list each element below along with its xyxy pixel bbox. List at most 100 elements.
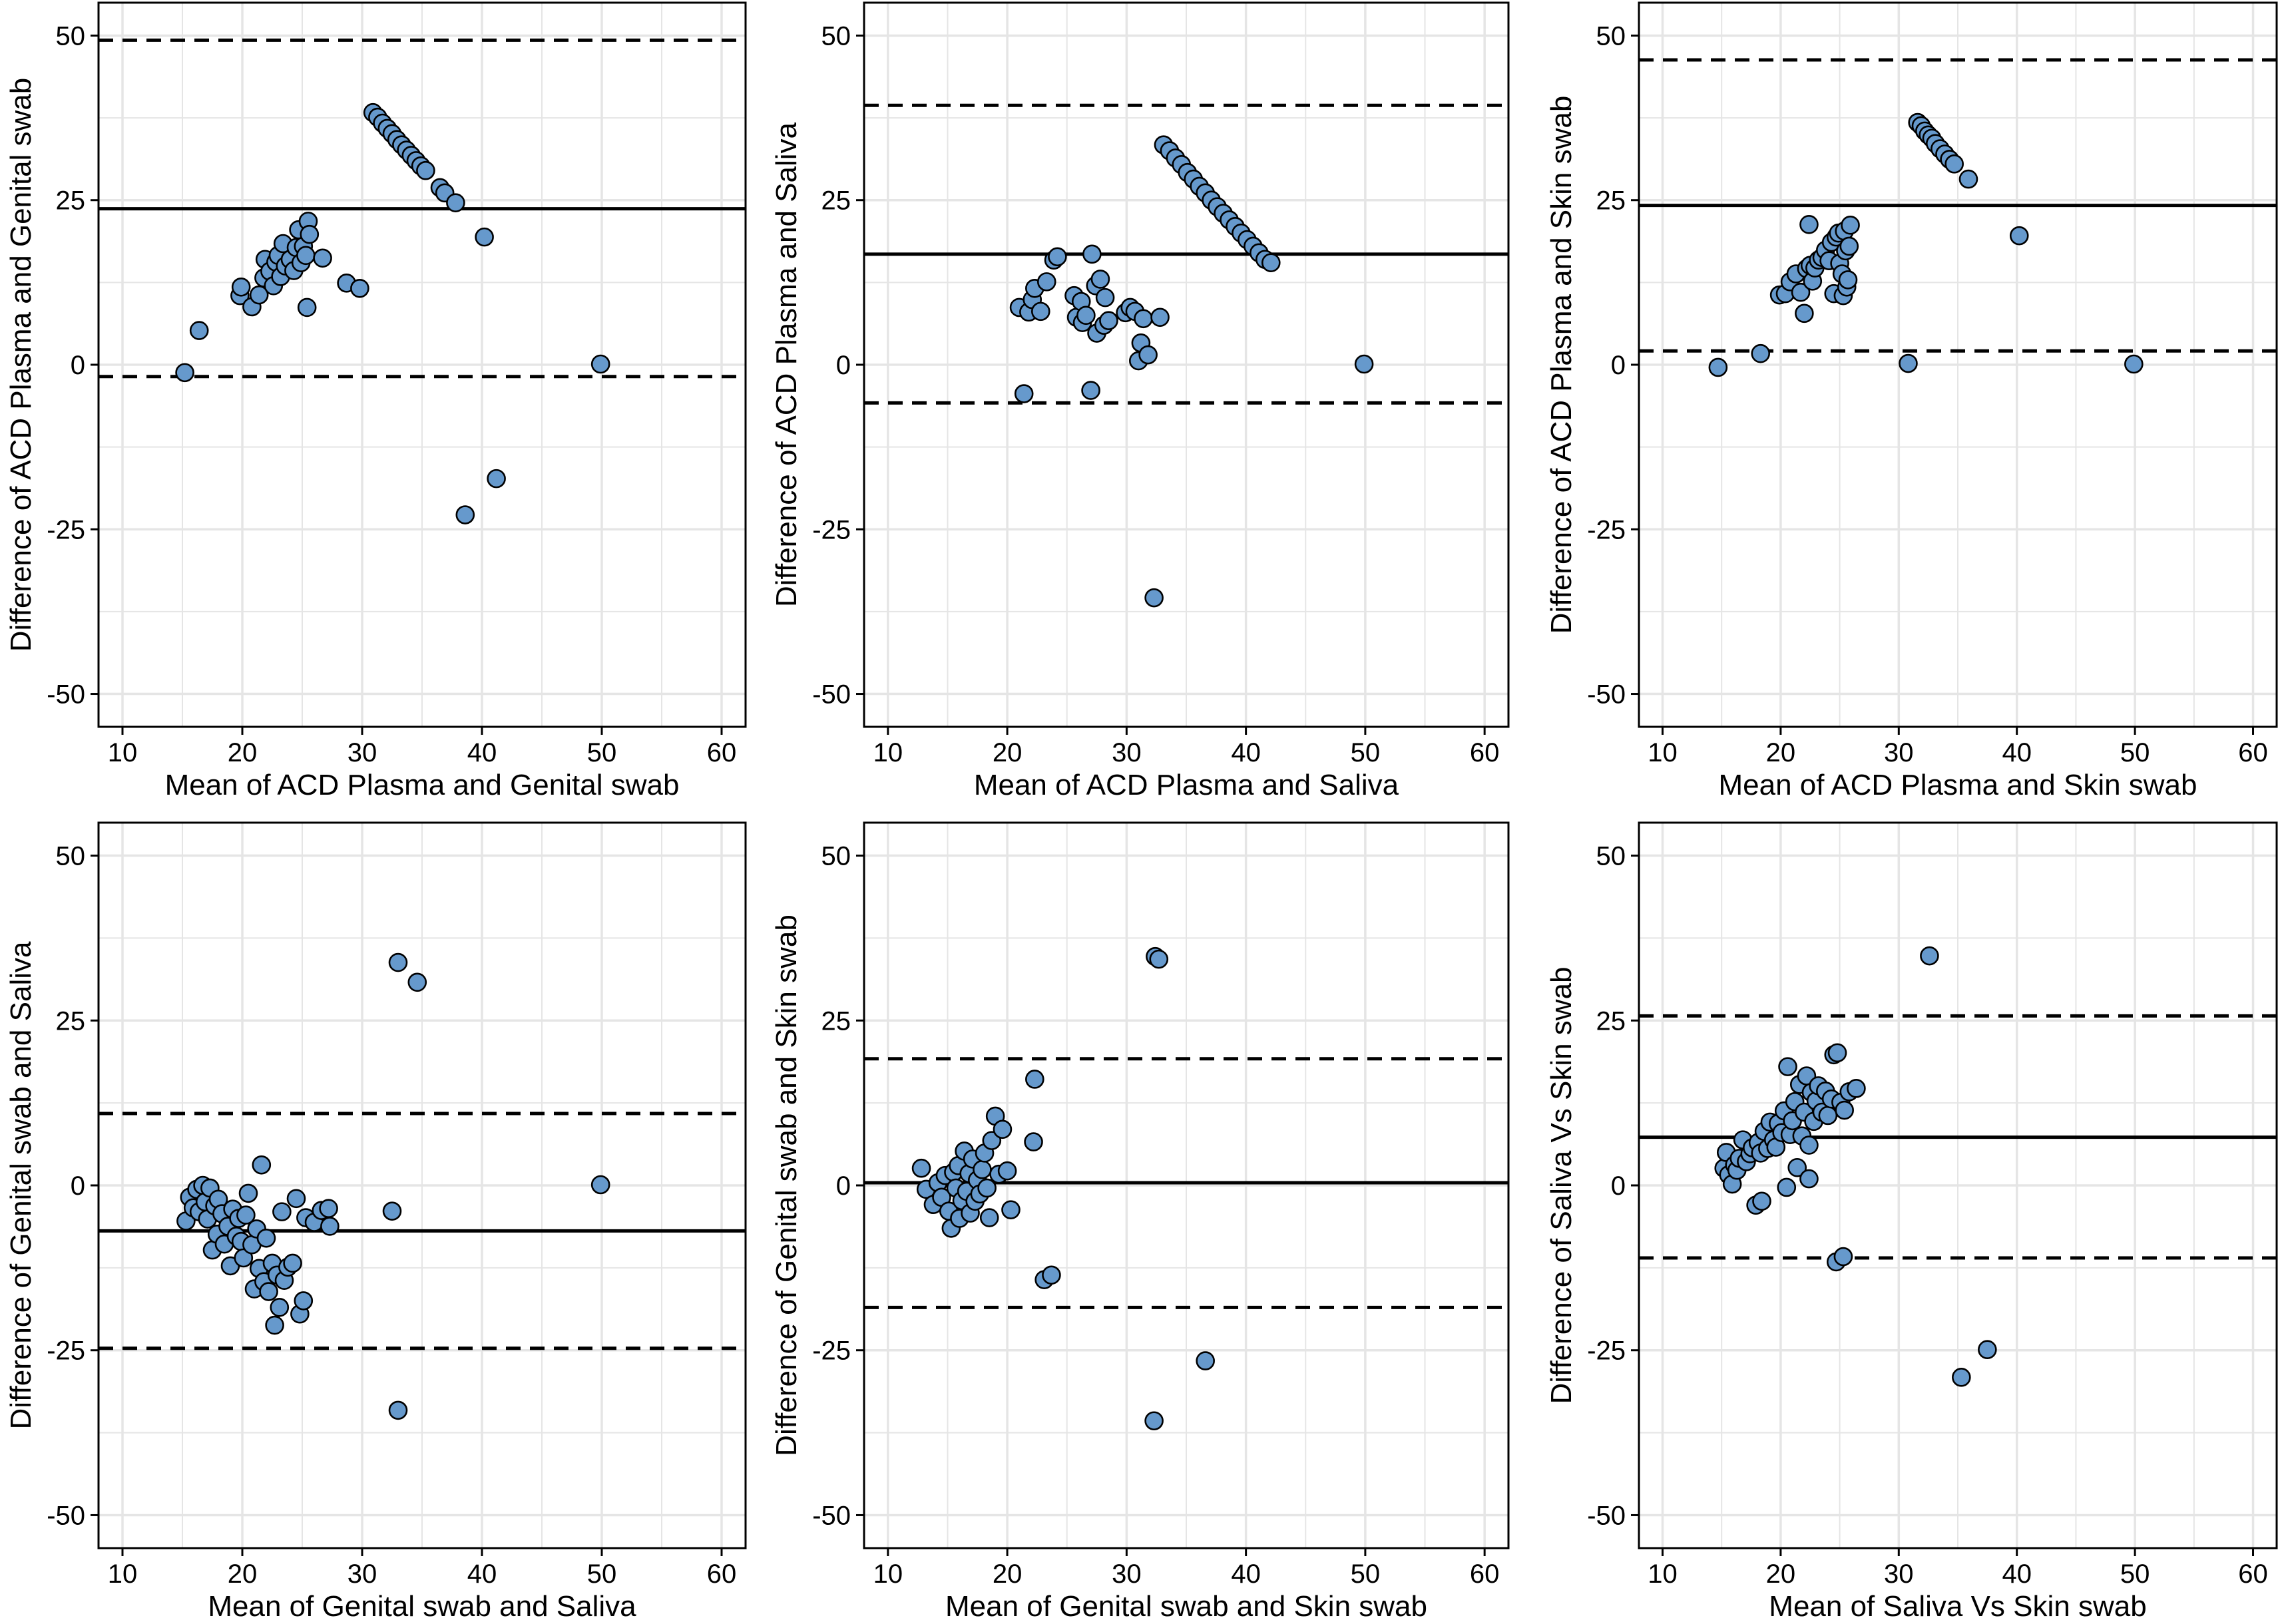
y-tick-label: -50 xyxy=(1587,680,1626,710)
data-point xyxy=(1076,305,1096,325)
x-tick-label: 30 xyxy=(1112,1559,1142,1589)
y-axis-label: Difference of ACD Plasma and Genital swa… xyxy=(5,78,37,652)
y-tick-label: 0 xyxy=(71,1171,85,1201)
data-point xyxy=(1847,1079,1866,1098)
y-tick-label: -25 xyxy=(812,1336,851,1366)
data-point xyxy=(475,227,494,247)
data-point xyxy=(320,1217,340,1236)
y-tick-label: -50 xyxy=(47,1501,85,1530)
data-point xyxy=(1818,1106,1838,1125)
x-tick-label: 10 xyxy=(1648,738,1678,767)
data-point xyxy=(1835,1100,1854,1120)
y-tick-label: 0 xyxy=(1611,1171,1626,1201)
y-tick-label: 25 xyxy=(1596,186,1626,216)
data-point xyxy=(1787,1157,1807,1177)
x-tick-label: 60 xyxy=(1470,738,1500,767)
y-tick-label: 50 xyxy=(56,21,86,51)
data-points xyxy=(1708,112,2144,377)
data-point xyxy=(1708,357,1728,377)
data-point xyxy=(1899,353,1918,373)
data-point xyxy=(175,363,194,383)
data-point xyxy=(252,1155,272,1175)
x-tick-label: 20 xyxy=(1766,738,1796,767)
data-point xyxy=(265,1315,284,1335)
data-point xyxy=(977,1178,997,1198)
data-point xyxy=(911,1158,931,1178)
data-point xyxy=(1791,282,1811,302)
data-point xyxy=(1090,270,1110,289)
data-point xyxy=(2124,354,2144,374)
data-point xyxy=(236,1205,256,1225)
x-tick-label: 30 xyxy=(347,738,377,767)
data-point xyxy=(296,246,316,266)
data-point xyxy=(1833,1247,1853,1267)
x-tick-label: 50 xyxy=(2120,1559,2150,1589)
data-point xyxy=(1001,1200,1021,1219)
data-point xyxy=(249,285,269,305)
y-axis-label: Difference of ACD Plasma and Skin swab xyxy=(1545,96,1578,634)
data-point xyxy=(388,952,408,972)
y-tick-label: -50 xyxy=(47,680,85,710)
data-point xyxy=(319,1199,338,1218)
x-tick-label: 10 xyxy=(108,1559,138,1589)
data-points xyxy=(176,952,610,1420)
y-axis-label: Difference of Genital swab and Saliva xyxy=(5,941,37,1429)
y-tick-label: -25 xyxy=(47,515,85,544)
x-tick-label: 10 xyxy=(873,738,903,767)
data-point xyxy=(1048,247,1067,267)
y-tick-label: 0 xyxy=(1611,351,1626,380)
data-point xyxy=(1841,216,1860,235)
data-point xyxy=(416,160,435,180)
data-point xyxy=(487,469,506,489)
y-tick-label: 25 xyxy=(56,186,86,216)
y-tick-label: -50 xyxy=(812,1501,851,1530)
x-tick-label: 20 xyxy=(1766,1559,1796,1589)
data-point xyxy=(407,972,427,992)
y-tick-label: 0 xyxy=(71,351,85,380)
data-point xyxy=(993,1119,1013,1139)
data-point xyxy=(300,224,320,244)
data-point xyxy=(1795,304,1814,323)
data-point xyxy=(1838,270,1858,290)
y-tick-label: 25 xyxy=(56,1006,86,1036)
data-point xyxy=(1920,946,1939,966)
x-tick-label: 20 xyxy=(228,1559,258,1589)
data-point xyxy=(1799,215,1819,234)
x-tick-label: 40 xyxy=(2002,1559,2032,1589)
x-tick-label: 10 xyxy=(873,1559,903,1589)
data-point xyxy=(1031,302,1050,321)
y-tick-label: -25 xyxy=(47,1336,85,1366)
data-point xyxy=(1952,1368,1971,1387)
x-tick-label: 60 xyxy=(1470,1559,1500,1589)
data-point xyxy=(1827,1043,1847,1063)
data-point xyxy=(270,1298,290,1317)
x-tick-label: 10 xyxy=(1648,1559,1678,1589)
data-point xyxy=(259,1282,278,1301)
x-tick-label: 50 xyxy=(1351,1559,1381,1589)
x-tick-label: 60 xyxy=(707,738,737,767)
data-point xyxy=(1751,343,1771,363)
x-tick-label: 30 xyxy=(347,1559,377,1589)
x-axis-label: Mean of ACD Plasma and Saliva xyxy=(974,769,1399,801)
x-axis-label: Mean of Genital swab and Saliva xyxy=(208,1590,636,1623)
x-tick-label: 40 xyxy=(1231,738,1261,767)
data-points xyxy=(911,946,1215,1431)
data-point xyxy=(455,505,475,524)
data-point xyxy=(388,1400,408,1420)
y-tick-label: 25 xyxy=(821,1006,851,1036)
y-tick-label: -50 xyxy=(812,680,851,710)
y-tick-label: -25 xyxy=(1587,1336,1626,1366)
data-point xyxy=(973,1159,992,1179)
y-tick-label: -50 xyxy=(1587,1501,1626,1530)
data-point xyxy=(1944,154,1964,174)
data-point xyxy=(446,193,465,212)
data-point xyxy=(1150,307,1170,327)
data-point xyxy=(1958,169,1978,189)
data-point xyxy=(1095,288,1115,307)
